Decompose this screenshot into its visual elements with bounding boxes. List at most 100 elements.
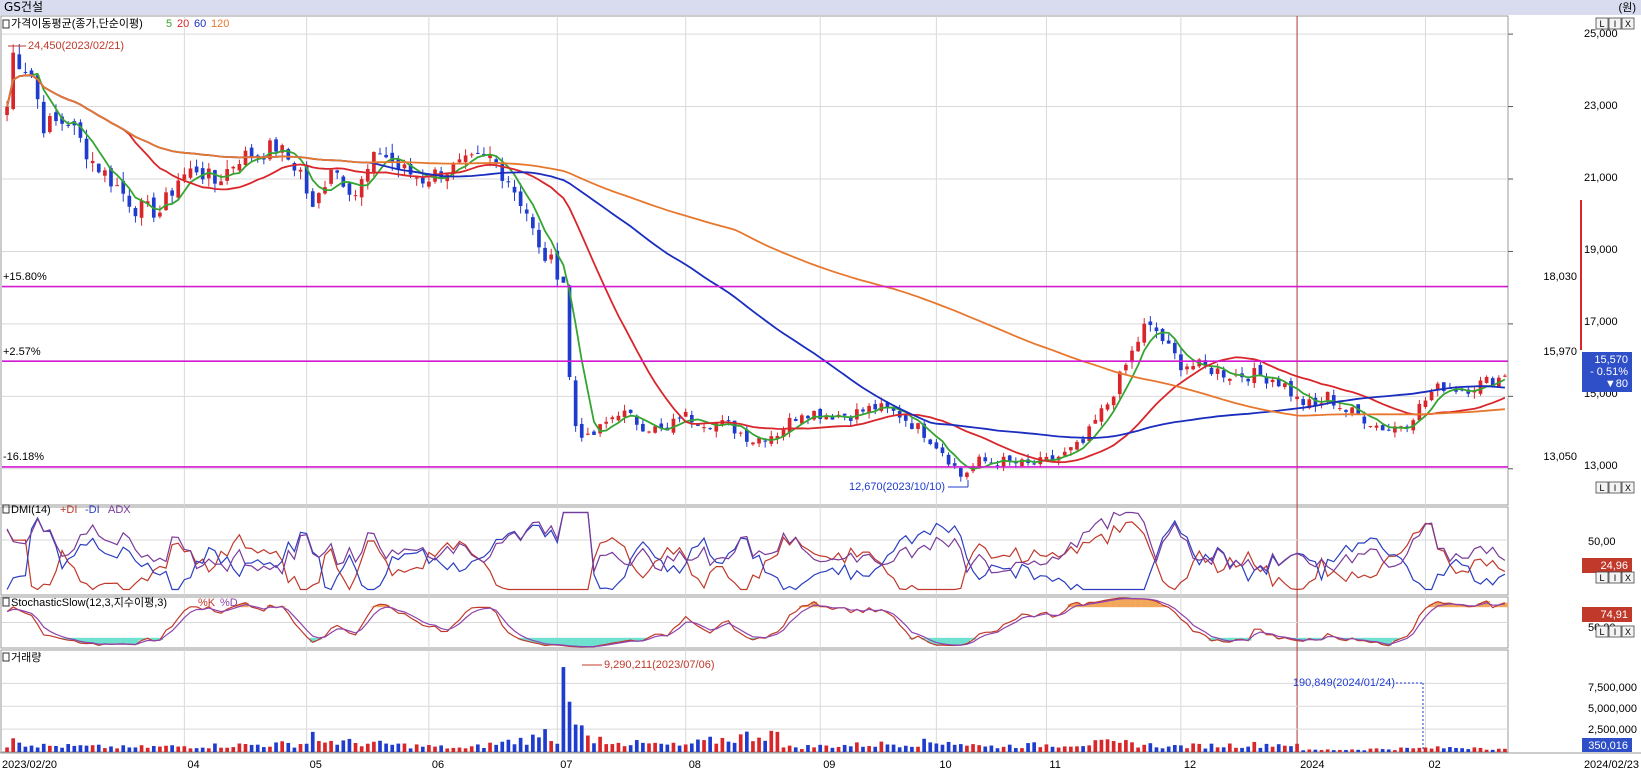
- volume-bar: [494, 744, 498, 752]
- dmi-panel[interactable]: [2, 511, 1508, 591]
- stoch-panel-btn-I[interactable]: [1608, 571, 1622, 584]
- volume-bar: [879, 741, 884, 752]
- candle-body: [1179, 354, 1183, 371]
- dmi-panel-btn-L[interactable]: [1595, 481, 1609, 494]
- candle-body: [885, 402, 890, 408]
- volume-bar: [946, 741, 951, 752]
- candle-body: [1478, 380, 1483, 394]
- volume-bar: [983, 746, 988, 752]
- volume-bar: [1503, 748, 1507, 752]
- price-panel-btn-X[interactable]: [1621, 17, 1635, 30]
- stoch-panel-btn-L[interactable]: [1595, 571, 1609, 584]
- volume-bar: [1001, 746, 1006, 752]
- candle-body: [353, 195, 358, 197]
- candle-body: [1062, 451, 1067, 456]
- candle-body: [818, 408, 823, 419]
- volume-panel[interactable]: [2, 667, 1508, 752]
- volume-bar: [378, 740, 382, 752]
- x-start-label: 2023/02/20: [2, 759, 57, 771]
- volume-panel-btn-I[interactable]: [1608, 625, 1622, 638]
- price-panel-btn-label: L: [1599, 19, 1604, 29]
- stoch-panel-btn-X[interactable]: [1621, 571, 1635, 584]
- volume-bar: [372, 741, 376, 752]
- volume-bar: [1160, 748, 1165, 752]
- volume-bar: [384, 743, 388, 752]
- candle-body: [1124, 364, 1128, 371]
- volume-bar: [133, 747, 138, 752]
- volume-bar: [903, 745, 908, 752]
- dmi-panel-btn-X[interactable]: [1621, 481, 1635, 494]
- volume-bar: [1166, 746, 1171, 752]
- stoch-oversold-fill: [566, 637, 573, 647]
- candle-body: [1454, 389, 1458, 392]
- stoch-oversold-fill: [578, 637, 585, 647]
- stoch-oversold-fill: [83, 637, 90, 644]
- stochastic-panel[interactable]: [2, 597, 1509, 648]
- stoch-panel-icon: [2, 597, 10, 607]
- price-panel[interactable]: [2, 44, 1508, 482]
- panel-frame-1: [0, 506, 1509, 596]
- candle-body: [1044, 456, 1049, 460]
- candle-body: [384, 154, 388, 158]
- volume-bar: [916, 746, 920, 752]
- price-panel-btn-I[interactable]: [1608, 17, 1622, 30]
- dmi-current: 24,96: [1600, 560, 1628, 572]
- dmi-panel-btn-I[interactable]: [1608, 481, 1622, 494]
- candle-body: [1209, 367, 1214, 375]
- stoch-oversold-fill: [120, 637, 127, 644]
- month-label-11: 11: [1049, 759, 1060, 771]
- volume-bar: [787, 745, 792, 752]
- candle-body: [604, 421, 609, 424]
- candle-body: [292, 163, 297, 171]
- volume-bar: [1124, 740, 1128, 752]
- stoch-oversold-fill: [95, 637, 102, 646]
- candle-body: [763, 440, 768, 442]
- candle-body: [641, 423, 645, 432]
- candle-body: [317, 193, 321, 204]
- volume-bar: [665, 744, 670, 752]
- volume-panel-btn-X[interactable]: [1621, 625, 1635, 638]
- candle-body: [1503, 375, 1507, 377]
- stoch-oversold-fill: [951, 637, 958, 646]
- stoch-overbought-fill: [377, 604, 384, 608]
- stoch-oversold-fill: [523, 637, 530, 642]
- candle-body: [1435, 383, 1440, 391]
- volume-bar: [5, 747, 9, 752]
- volume-panel-btn-L[interactable]: [1595, 625, 1609, 638]
- volume-bar: [1289, 746, 1293, 752]
- volume-bar: [1087, 745, 1092, 752]
- stoch-overbought-fill: [1453, 604, 1460, 608]
- candle-body: [610, 417, 615, 420]
- volume-bar: [1111, 741, 1116, 752]
- candle-body: [1319, 403, 1324, 405]
- candle-body: [103, 170, 107, 176]
- stoch-oversold-fill: [1312, 637, 1319, 641]
- volume-bar: [310, 731, 315, 752]
- candle-body: [842, 413, 847, 416]
- candle-body: [1289, 381, 1293, 397]
- volume-bar: [1331, 750, 1336, 752]
- price-panel-btn-L[interactable]: [1595, 17, 1609, 30]
- month-label-05: 05: [310, 759, 322, 771]
- panel-frame-0: [0, 15, 1509, 506]
- candle-body: [109, 168, 113, 187]
- candle-body: [800, 415, 804, 424]
- panel-buttons[interactable]: L I XL I XL I XL I X: [1595, 17, 1635, 638]
- panel-frame-3: [0, 649, 1509, 753]
- candle-body: [1117, 371, 1122, 395]
- volume-bar: [103, 748, 107, 752]
- volume-bar: [861, 746, 865, 752]
- stoch-d-legend: %D: [220, 597, 238, 609]
- stoch-oversold-fill: [597, 637, 604, 646]
- candle-body: [1001, 456, 1006, 467]
- volume-bar: [1380, 749, 1385, 752]
- candle-body: [1099, 408, 1104, 422]
- stoch-oversold-fill: [548, 637, 555, 645]
- volume-bar: [561, 667, 566, 752]
- stoch-oversold-fill: [542, 637, 549, 646]
- candle-body: [689, 415, 694, 423]
- volume-bar: [1362, 750, 1367, 752]
- volume-bar: [1136, 747, 1140, 752]
- volume-bar: [1142, 744, 1147, 752]
- volume-bar: [286, 742, 291, 752]
